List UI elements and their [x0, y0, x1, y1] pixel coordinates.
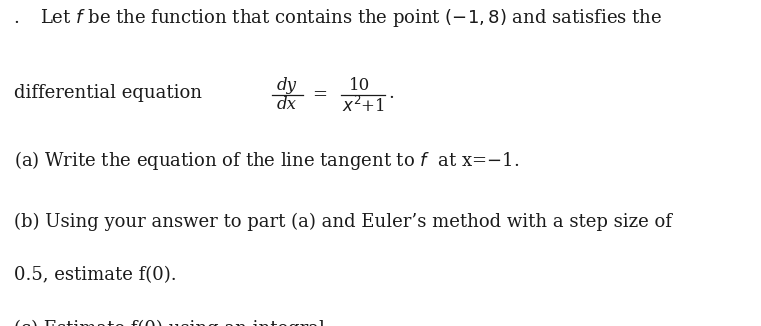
Text: 10: 10	[349, 77, 370, 94]
Text: $x^2$+1: $x^2$+1	[342, 96, 386, 116]
Text: Let $f$ be the function that contains the point $(-1,8)$ and satisfies the: Let $f$ be the function that contains th…	[40, 7, 662, 29]
Text: (b) Using your answer to part (a) and Euler’s method with a step size of: (b) Using your answer to part (a) and Eu…	[14, 212, 671, 230]
Text: 0.5, estimate f(0).: 0.5, estimate f(0).	[14, 266, 177, 284]
Text: dx: dx	[276, 96, 296, 113]
Text: (a) Write the equation of the line tangent to $f$  at x=−1.: (a) Write the equation of the line tange…	[14, 149, 519, 172]
Text: differential equation: differential equation	[14, 84, 202, 102]
Text: =: =	[312, 86, 327, 104]
Text: (c) Estimate f(0) using an integral.: (c) Estimate f(0) using an integral.	[14, 320, 330, 326]
Text: .: .	[388, 84, 394, 102]
Text: .: .	[14, 9, 20, 27]
Text: dy: dy	[276, 77, 296, 94]
